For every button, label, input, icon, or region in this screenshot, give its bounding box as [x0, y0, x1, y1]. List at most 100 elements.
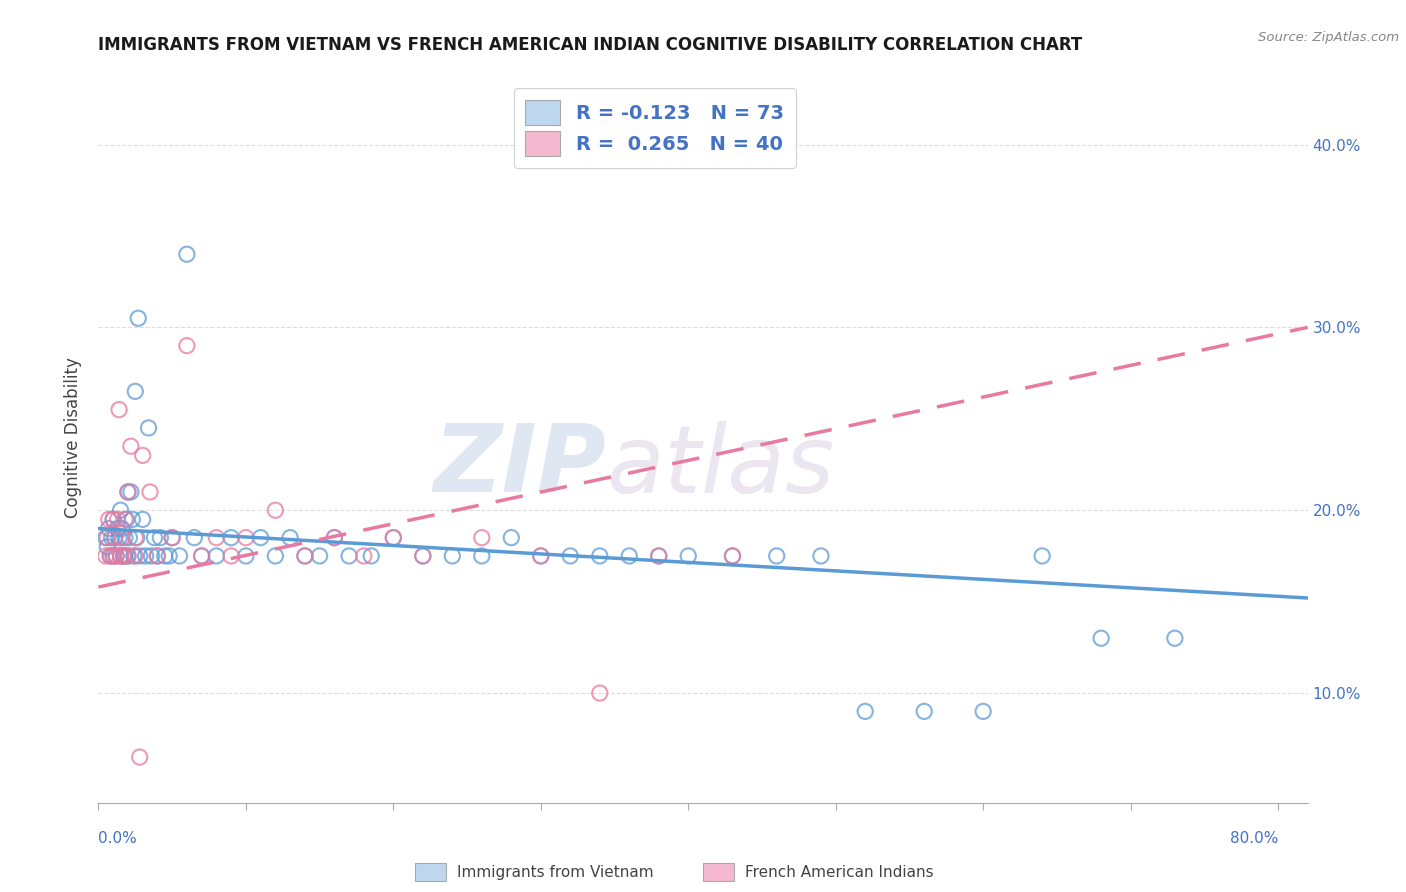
Point	[101, 549, 124, 563]
Point	[115, 512, 138, 526]
Point	[323, 531, 346, 545]
Point	[107, 521, 129, 535]
Point	[141, 549, 163, 563]
Point	[122, 549, 145, 563]
Point	[108, 402, 131, 417]
Point	[853, 705, 876, 719]
Point	[112, 549, 135, 563]
Point	[121, 512, 143, 526]
Point	[110, 549, 132, 563]
Point	[810, 549, 832, 563]
Y-axis label: Cognitive Disability: Cognitive Disability	[65, 357, 83, 517]
Point	[157, 549, 180, 563]
Point	[648, 549, 671, 563]
Point	[589, 549, 612, 563]
Point	[124, 549, 146, 563]
Text: Immigrants from Vietnam: Immigrants from Vietnam	[457, 865, 654, 880]
Point	[560, 549, 582, 563]
Point	[1090, 632, 1112, 646]
Point	[97, 512, 120, 526]
Point	[176, 247, 198, 261]
Text: ZIP: ZIP	[433, 420, 606, 512]
Point	[124, 531, 146, 545]
Point	[190, 549, 212, 563]
Point	[111, 531, 134, 545]
Point	[249, 531, 271, 545]
Point	[1031, 549, 1053, 563]
Point	[160, 531, 183, 545]
Point	[100, 531, 122, 545]
Point	[117, 485, 139, 500]
Point	[108, 531, 131, 545]
Point	[120, 485, 142, 500]
Point	[294, 549, 316, 563]
Point	[190, 549, 212, 563]
Legend: R = -0.123   N = 73, R =  0.265   N = 40: R = -0.123 N = 73, R = 0.265 N = 40	[513, 88, 796, 168]
Point	[441, 549, 464, 563]
Point	[678, 549, 700, 563]
Point	[110, 503, 132, 517]
Point	[105, 549, 128, 563]
Point	[412, 549, 434, 563]
Point	[114, 531, 136, 545]
Point	[124, 384, 146, 399]
Point	[219, 531, 242, 545]
Point	[721, 549, 744, 563]
Point	[117, 485, 139, 500]
Point	[153, 549, 176, 563]
Point	[131, 512, 153, 526]
Text: 80.0%: 80.0%	[1230, 831, 1278, 846]
Point	[278, 531, 301, 545]
Point	[125, 531, 148, 545]
Point	[117, 549, 139, 563]
Point	[101, 549, 124, 563]
Point	[117, 549, 139, 563]
Point	[471, 549, 494, 563]
Point	[98, 549, 121, 563]
Point	[104, 531, 127, 545]
Point	[114, 512, 136, 526]
Point	[323, 531, 346, 545]
Point	[111, 521, 134, 535]
Point	[112, 549, 135, 563]
Text: 0.0%: 0.0%	[98, 831, 138, 846]
Point	[96, 531, 118, 545]
Point	[530, 549, 553, 563]
Text: atlas: atlas	[606, 421, 835, 512]
Point	[101, 512, 124, 526]
Point	[110, 549, 132, 563]
Point	[294, 549, 316, 563]
Point	[146, 549, 169, 563]
Point	[96, 540, 118, 554]
Point	[183, 531, 205, 545]
Point	[146, 549, 169, 563]
Point	[972, 705, 994, 719]
Text: Source: ZipAtlas.com: Source: ZipAtlas.com	[1258, 31, 1399, 45]
Point	[143, 531, 166, 545]
Point	[104, 531, 127, 545]
Point	[120, 439, 142, 453]
Point	[139, 485, 162, 500]
Point	[308, 549, 330, 563]
Text: IMMIGRANTS FROM VIETNAM VS FRENCH AMERICAN INDIAN COGNITIVE DISABILITY CORRELATI: IMMIGRANTS FROM VIETNAM VS FRENCH AMERIC…	[98, 36, 1083, 54]
Point	[235, 531, 257, 545]
Point	[219, 549, 242, 563]
Point	[176, 338, 198, 352]
Point	[264, 503, 287, 517]
Point	[127, 311, 149, 326]
Point	[98, 549, 121, 563]
Point	[131, 448, 153, 462]
Text: French American Indians: French American Indians	[745, 865, 934, 880]
Point	[101, 512, 124, 526]
Point	[471, 531, 494, 545]
Point	[94, 531, 117, 545]
Point	[169, 549, 191, 563]
Point	[530, 549, 553, 563]
Point	[264, 549, 287, 563]
Point	[1164, 632, 1187, 646]
Point	[235, 549, 257, 563]
Point	[912, 705, 935, 719]
Point	[97, 521, 120, 535]
Point	[107, 512, 129, 526]
Point	[149, 531, 172, 545]
